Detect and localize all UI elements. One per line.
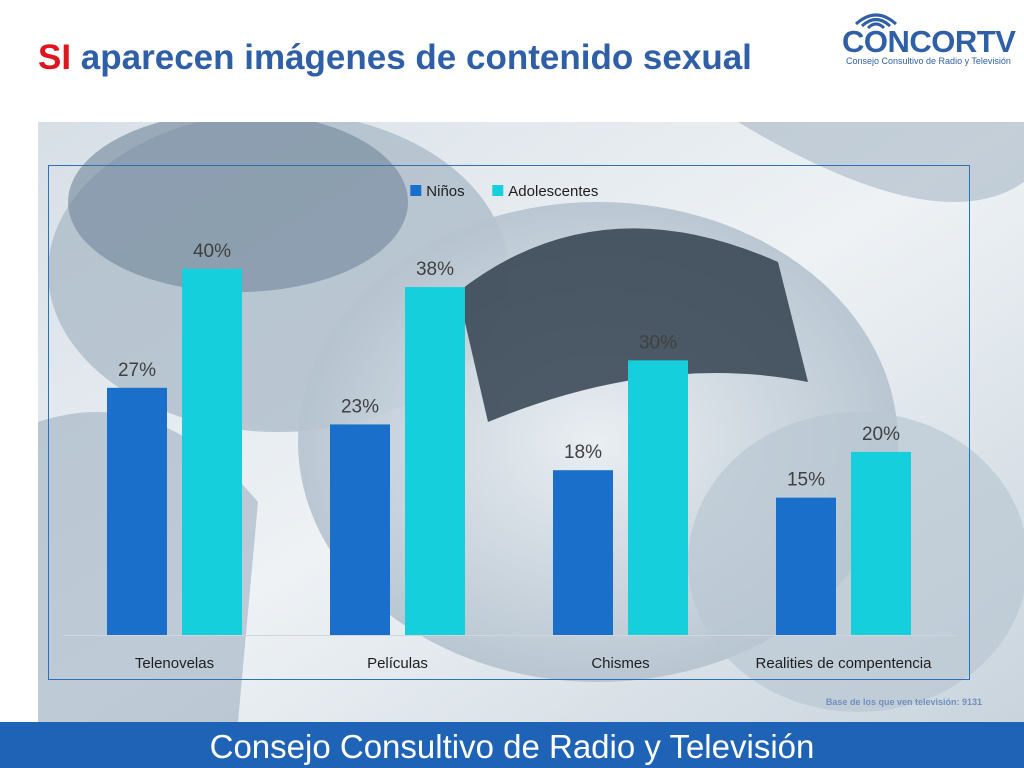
x-tick-label: Realities de compentencia [756,655,933,672]
x-tick-label: Películas [367,655,428,672]
footer-text: Consejo Consultivo de Radio y Televisión [209,728,815,765]
legend-label: Adolescentes [508,183,598,200]
data-label: 20% [862,424,900,445]
chart-area: 27% 40% Telenovelas 23% 38% Películas 18% 30% Ch… [48,165,970,680]
data-label: 38% [416,259,454,280]
bar-ni-os-3 [553,470,613,635]
bar-ni-os-4 [776,497,836,635]
data-label: 30% [639,332,677,353]
logo-tagline: Consejo Consultivo de Radio y Televisión [846,56,1011,66]
bar-adolescentes-4 [851,451,911,635]
data-label: 23% [341,396,379,417]
bar-ni-os-1 [107,387,167,635]
bar-chart: 27% 40% Telenovelas 23% 38% Películas 18% 30% Ch… [63,183,955,672]
data-label: 40% [193,241,231,262]
logo-name: CONCORTV [842,24,1016,59]
legend-label: Niños [426,183,464,200]
bar-adolescentes-2 [405,287,465,635]
concortv-logo: CONCORTV Consejo Consultivo de Radio y T… [838,4,1018,70]
x-tick-label: Telenovelas [135,655,214,672]
legend-swatch [492,185,504,196]
title-highlight: SI [38,38,72,77]
footer-bar: Consejo Consultivo de Radio y Televisión [0,722,1024,768]
x-tick-label: Chismes [591,655,649,672]
base-note: Base de los que ven televisión: 9131 [825,697,982,707]
bar-ni-os-2 [330,424,390,635]
data-label: 18% [564,442,602,463]
title-rest: aparecen imágenes de contenido sexual [71,38,752,77]
bar-adolescentes-1 [182,268,242,635]
wifi-signal-icon [854,13,898,30]
bar-adolescentes-3 [628,360,688,635]
page-title: SI aparecen imágenes de contenido sexual [38,38,752,78]
data-label: 15% [787,470,825,491]
legend-swatch [410,185,422,196]
data-label: 27% [118,360,156,381]
